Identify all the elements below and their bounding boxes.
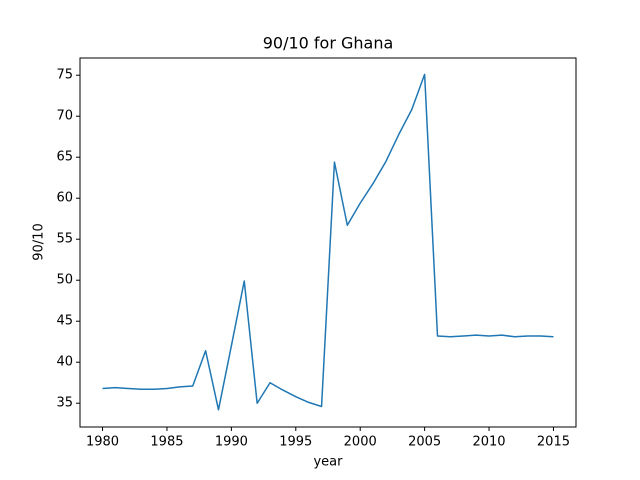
x-tick-label: 2015 <box>537 435 570 450</box>
x-axis-label: year <box>313 455 343 470</box>
x-tick-label: 2000 <box>344 435 377 450</box>
chart-title: 90/10 for Ghana <box>263 34 394 53</box>
x-tick-label: 1990 <box>215 435 248 450</box>
y-tick-label: 45 <box>56 314 73 329</box>
x-tick-label: 2010 <box>472 435 505 450</box>
x-tick-label: 1985 <box>150 435 183 450</box>
y-tick-label: 35 <box>56 396 73 411</box>
axes-frame <box>79 57 577 428</box>
x-tick-label: 1980 <box>86 435 119 450</box>
y-tick-label: 50 <box>56 273 73 288</box>
y-tick-label: 60 <box>56 191 73 206</box>
y-tick-label: 40 <box>56 355 73 370</box>
y-tick-label: 70 <box>56 109 73 124</box>
x-tick-label: 2005 <box>408 435 441 450</box>
y-tick-label: 75 <box>56 68 73 83</box>
y-tick-label: 65 <box>56 150 73 165</box>
x-tick-label: 1995 <box>279 435 312 450</box>
y-tick-label: 55 <box>56 232 73 247</box>
y-axis-label: 90/10 <box>32 223 47 260</box>
data-line <box>102 73 554 411</box>
